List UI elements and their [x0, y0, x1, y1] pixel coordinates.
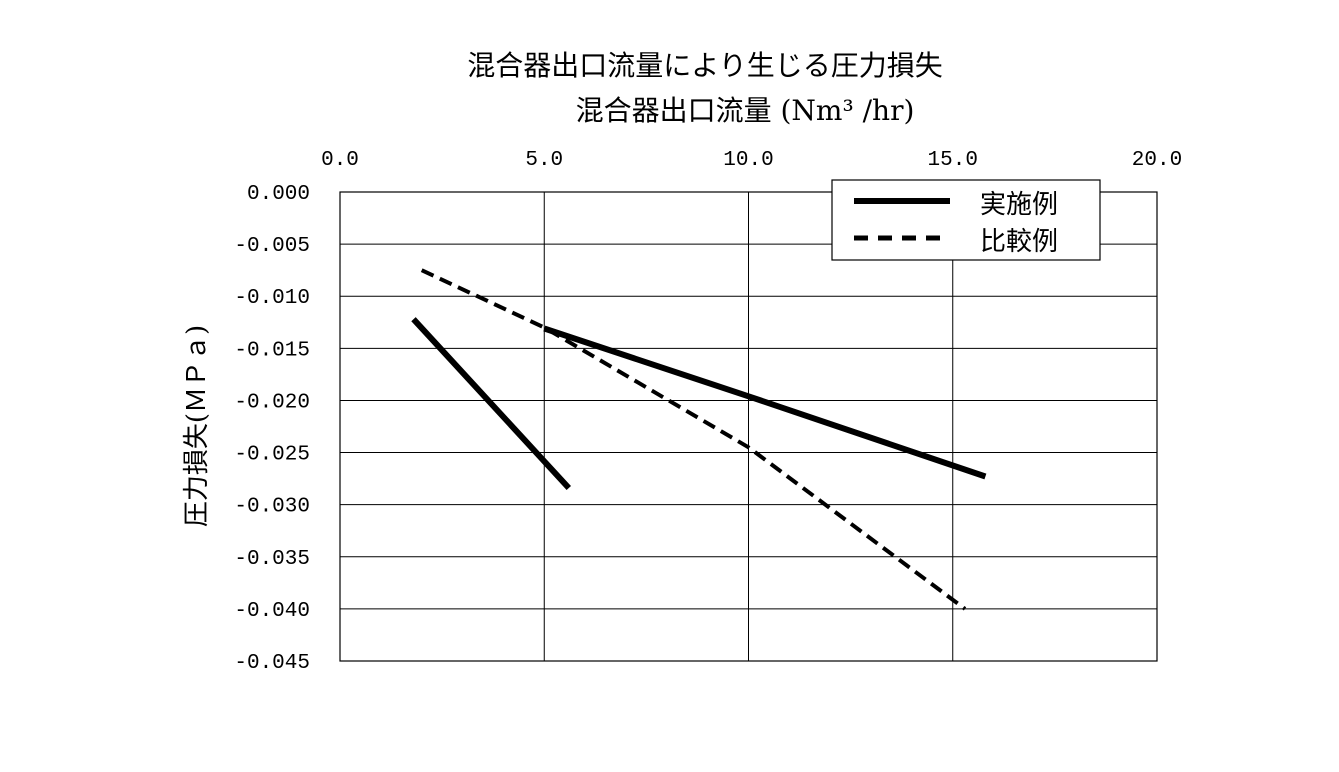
legend: 実施例 比較例 [832, 180, 1100, 260]
y-tick-label: -0.010 [234, 287, 310, 310]
x-tick-label: 0.0 [321, 149, 359, 172]
y-tick-label: -0.045 [234, 652, 310, 675]
x-tick-label: 10.0 [723, 149, 773, 172]
x-axis-label: 混合器出口流量 (Nm³ /hr) [576, 94, 915, 127]
legend-box [832, 180, 1100, 260]
legend-label-0: 実施例 [980, 190, 1058, 220]
y-tick-label: 0.000 [247, 183, 310, 206]
series-line-0-segment-1 [544, 329, 985, 477]
series-line-0-segment-0 [414, 319, 569, 488]
x-tick-label: 5.0 [525, 149, 563, 172]
series-lines [414, 270, 986, 609]
y-tick-label: -0.005 [234, 235, 310, 258]
y-tick-labels: 0.000 -0.005 -0.010 -0.015 -0.020 -0.025 -0.03… [234, 183, 310, 675]
y-tick-label: -0.040 [234, 600, 310, 623]
legend-label-1: 比較例 [980, 227, 1058, 257]
x-tick-labels: 0.0 5.0 10.0 15.0 20.0 [321, 149, 1182, 172]
x-tick-label: 20.0 [1132, 149, 1182, 172]
chart-title: 混合器出口流量により生じる圧力損失 [467, 49, 942, 82]
y-tick-label: -0.035 [234, 548, 310, 571]
y-tick-label: -0.015 [234, 339, 310, 362]
y-tick-label: -0.020 [234, 391, 310, 414]
y-tick-label: -0.025 [234, 444, 310, 467]
y-axis-label: 圧力損失(ＭＰａ) [182, 325, 212, 527]
x-tick-label: 15.0 [928, 149, 978, 172]
grid-lines [340, 192, 1157, 661]
y-tick-label: -0.030 [234, 496, 310, 519]
